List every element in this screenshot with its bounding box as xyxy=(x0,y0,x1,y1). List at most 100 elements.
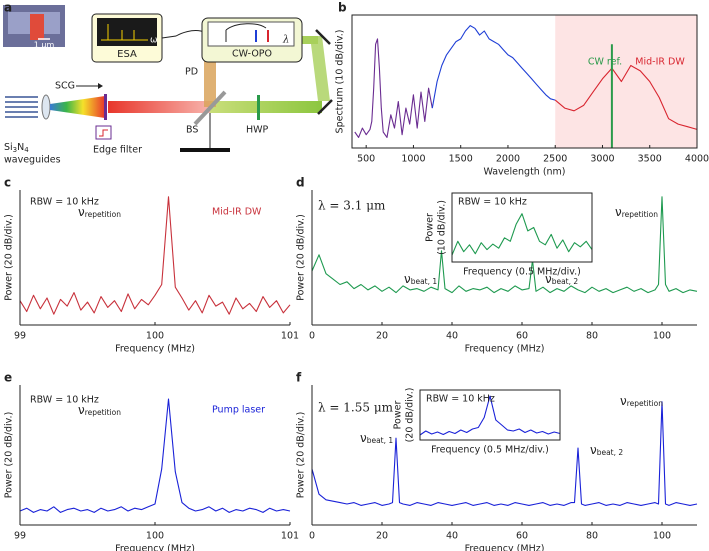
x-tick-label: 40 xyxy=(446,331,458,342)
x-axis-label: Frequency (MHz) xyxy=(115,544,195,551)
annotation-symbol: ν xyxy=(590,443,597,457)
annotation-sub: repetition xyxy=(85,408,122,417)
green-beam-up xyxy=(310,36,330,101)
lambda-label: λ xyxy=(282,35,289,46)
x-tick-label: 100 xyxy=(146,531,164,542)
annotation-sub: beat, 2 xyxy=(552,277,579,286)
plot-frame xyxy=(419,389,561,441)
x-axis-label: Frequency (MHz) xyxy=(115,344,195,355)
red-beam xyxy=(108,101,210,113)
annotation: νrepetition xyxy=(620,394,663,409)
beat-beam xyxy=(204,58,216,107)
annotation-sub: repetition xyxy=(622,210,659,219)
mirror xyxy=(317,99,333,115)
chip-label: Si3N4 xyxy=(4,142,29,155)
chip-part: N xyxy=(17,142,24,153)
annotation: λ = 3.1 μm xyxy=(318,199,386,213)
x-tick-label: 99 xyxy=(14,531,26,542)
plot-frame xyxy=(351,14,698,149)
annotation-symbol: ν xyxy=(360,431,367,445)
mirror xyxy=(315,29,331,45)
x-axis-label: Frequency (MHz) xyxy=(465,344,545,355)
pd-label: PD xyxy=(185,67,198,78)
scale-label: 1 μm xyxy=(34,41,55,50)
series-label: CW ref. xyxy=(588,57,622,68)
x-tick-label: 4000 xyxy=(685,154,709,165)
lens xyxy=(41,94,51,120)
chip-part: Si xyxy=(4,142,13,153)
annotation: Pump laser xyxy=(212,405,265,416)
inset-y-label: Power xyxy=(393,401,404,430)
x-tick-label: 100 xyxy=(653,331,671,342)
x-tick-label: 60 xyxy=(516,531,528,542)
x-tick-label: 60 xyxy=(516,331,528,342)
filter-icon-curve xyxy=(99,129,108,137)
esa-screen xyxy=(97,18,157,46)
plot-frame xyxy=(451,192,593,263)
x-tick-label: 3000 xyxy=(590,154,614,165)
opo-arrow xyxy=(225,23,267,31)
panel-label: f xyxy=(296,371,302,385)
hwp xyxy=(257,95,260,120)
opo-label: CW-OPO xyxy=(232,49,272,60)
annotation: Mid-IR DW xyxy=(212,207,262,218)
data-line xyxy=(19,196,291,315)
annotation: νbeat, 1 xyxy=(404,272,437,287)
data-line xyxy=(311,196,698,294)
x-tick-label: 80 xyxy=(586,531,598,542)
scg-beam xyxy=(50,96,105,118)
x-tick-label: 80 xyxy=(586,331,598,342)
panel-label: d xyxy=(296,176,305,190)
x-tick-label: 100 xyxy=(653,531,671,542)
waveguide-stack xyxy=(5,96,38,118)
inset-y-label: (20 dB/div.) xyxy=(405,388,416,443)
waveguides-label: waveguides xyxy=(4,155,61,166)
edge-filter-label: Edge filter xyxy=(93,145,142,156)
annotation-sub: beat, 1 xyxy=(367,436,394,445)
x-tick-label: 20 xyxy=(376,531,388,542)
annotation-sub: beat, 2 xyxy=(597,448,624,457)
inset-y-label: Power xyxy=(425,213,436,242)
annotation-symbol: ν xyxy=(615,205,622,219)
y-axis-label: Power (20 dB/div.) xyxy=(296,214,307,301)
chip-part: 3 xyxy=(13,146,17,154)
hwp-label: HWP xyxy=(246,125,269,136)
x-tick-label: 1000 xyxy=(401,154,425,165)
data-line xyxy=(431,25,556,109)
y-axis-label: Power (20 dB/div.) xyxy=(4,214,15,301)
x-tick-label: 500 xyxy=(357,154,375,165)
x-tick-label: 1500 xyxy=(449,154,473,165)
panel-label: b xyxy=(338,1,347,15)
scg-label: SCG xyxy=(55,81,75,92)
annotation-symbol: ν xyxy=(620,394,627,408)
annotation: νbeat, 1 xyxy=(360,431,393,446)
data-line xyxy=(354,38,433,138)
x-tick-label: 0 xyxy=(309,331,315,342)
beam-splitter xyxy=(193,90,227,126)
chip-part: 4 xyxy=(24,146,29,154)
x-tick-label: 40 xyxy=(446,531,458,542)
data-line xyxy=(419,395,561,436)
annotation: νrepetition xyxy=(615,205,658,220)
series-label: Mid-IR DW xyxy=(635,57,685,68)
x-axis-label: Frequency (MHz) xyxy=(465,544,545,551)
x-tick-label: 2500 xyxy=(543,154,567,165)
beam-dump xyxy=(180,148,230,152)
annotation-symbol: ν xyxy=(78,403,85,417)
annotation: RBW = 10 kHz xyxy=(30,395,99,406)
annotation: λ = 1.55 μm xyxy=(318,401,394,415)
data-line xyxy=(19,398,291,513)
setup-diagram: 1 μm SCG Edge filter Si3N4 waveguides BS… xyxy=(3,5,333,166)
x-tick-label: 2000 xyxy=(496,154,520,165)
inset-x-label: Frequency (0.5 MHz/div.) xyxy=(431,445,549,456)
annotation-symbol: ν xyxy=(404,272,411,286)
annotation-symbol: ν xyxy=(78,205,85,219)
annotation-symbol: ν xyxy=(545,272,552,286)
y-axis-label: Spectrum (10 dB/div.) xyxy=(335,30,346,134)
annotation: νrepetition xyxy=(78,403,121,418)
x-axis-label: Wavelength (nm) xyxy=(483,167,565,178)
x-tick-label: 101 xyxy=(281,331,299,342)
inset-x-label: Frequency (0.5 MHz/div.) xyxy=(463,267,581,278)
data-line xyxy=(554,64,698,130)
